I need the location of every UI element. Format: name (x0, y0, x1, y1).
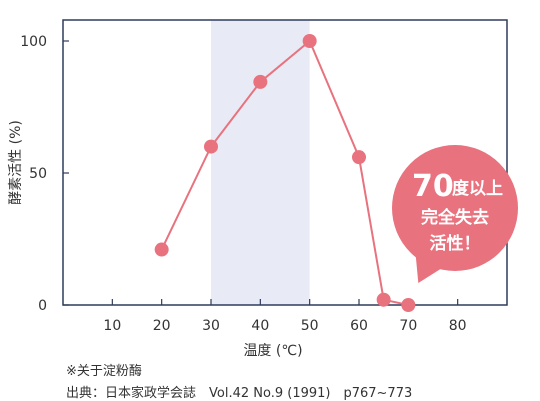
series-activity (154, 34, 416, 312)
data-point (302, 34, 317, 48)
y-axis-label: 酵素活性 (%) (8, 120, 24, 205)
x-tick-label: 50 (301, 318, 319, 334)
data-point (401, 298, 416, 312)
footnote: ※关于淀粉酶 (66, 364, 142, 379)
data-point (253, 74, 268, 89)
data-point (204, 139, 218, 154)
x-tick-label: 40 (251, 318, 269, 334)
data-point (376, 292, 391, 307)
x-axis-label: 温度 (℃) (243, 343, 302, 359)
plot-frame (62, 19, 508, 306)
y-tick-label: 0 (38, 298, 47, 314)
x-tick-label: 10 (103, 318, 121, 334)
callout-number: 70 (412, 169, 454, 204)
source-citation: 出典：日本家政学会誌 Vol.42 No.9 (1991) p767~773 (66, 386, 413, 401)
x-axis: 10 20 30 40 50 60 70 80 (103, 299, 467, 334)
data-point (352, 150, 366, 165)
callout-line: 完全失去 (421, 207, 489, 228)
x-tick-label: 70 (399, 318, 417, 334)
callout-line: 度以上 (452, 178, 503, 199)
x-tick-label: 30 (202, 318, 220, 334)
optimal-range-band (211, 20, 310, 305)
y-tick-label: 50 (29, 166, 47, 182)
x-tick-label: 20 (153, 318, 171, 334)
x-tick-label: 60 (350, 318, 368, 334)
callout-bubble (392, 145, 518, 271)
y-tick-label: 100 (20, 34, 47, 50)
y-axis: 0 50 100 (20, 34, 69, 314)
callout-line: 活性！ (430, 233, 481, 254)
data-point (154, 242, 169, 257)
x-tick-label: 80 (449, 318, 467, 334)
